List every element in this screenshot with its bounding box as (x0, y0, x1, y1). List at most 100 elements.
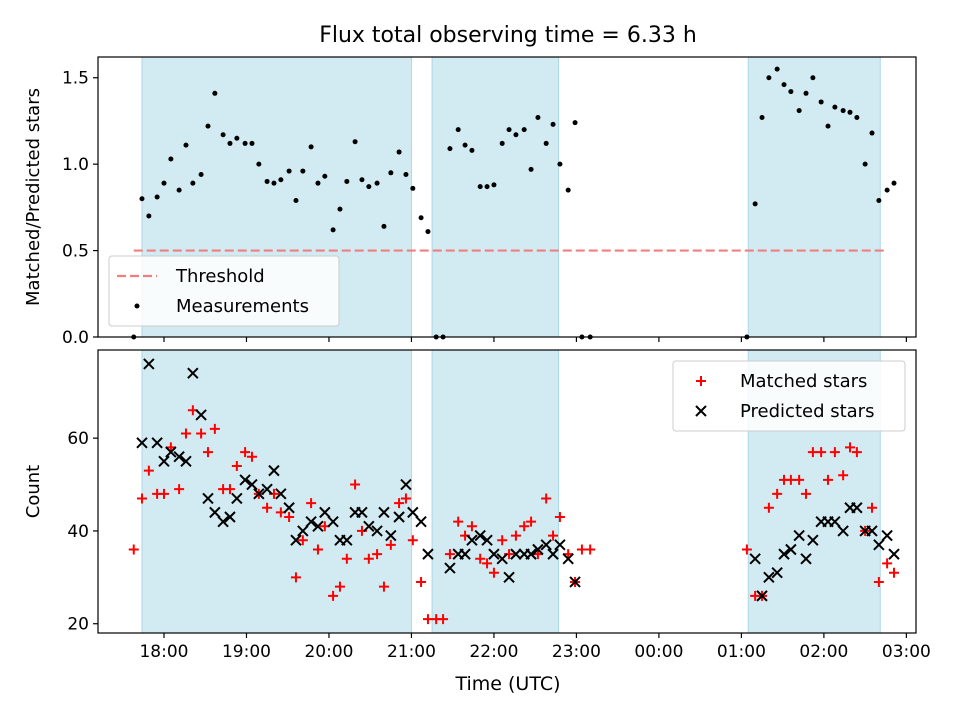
x-marker (371, 525, 383, 537)
plus-marker (519, 521, 530, 532)
plus-marker (341, 553, 352, 564)
legend-label: Measurements (176, 296, 309, 317)
plus-marker (838, 470, 849, 481)
x-marker (866, 525, 878, 537)
x-marker (444, 562, 456, 574)
data-point (396, 149, 402, 155)
plus-marker (328, 590, 339, 601)
data-point (550, 121, 556, 127)
legend-label: Predicted stars (740, 401, 874, 422)
data-point (190, 180, 196, 186)
bottom-y-tick-label: 60 (67, 429, 89, 449)
x-marker (290, 534, 302, 546)
data-point (506, 127, 512, 133)
data-point (234, 135, 240, 141)
data-point (491, 182, 497, 188)
data-point (418, 215, 424, 221)
x-marker (341, 534, 353, 546)
x-marker (312, 520, 324, 533)
data-point (847, 109, 853, 115)
x-marker (297, 525, 309, 537)
chart-title: Flux total observing time = 6.33 h (319, 23, 697, 48)
x-tick-label: 00:00 (634, 642, 683, 662)
data-point (344, 178, 350, 184)
plus-marker (334, 581, 345, 592)
x-marker (771, 566, 783, 579)
bottom-series-predicted-stars (136, 358, 900, 602)
plus-marker (306, 498, 317, 509)
x-marker (231, 492, 243, 505)
plus-marker (350, 479, 361, 490)
plus-marker (180, 428, 191, 439)
data-point (183, 142, 189, 148)
data-point (803, 90, 809, 96)
top-series-measurements (131, 66, 897, 340)
x-marker (283, 502, 295, 514)
plus-marker (231, 460, 242, 471)
x-tick-label: 18:00 (139, 642, 188, 662)
x-marker (261, 483, 273, 495)
x-marker (749, 553, 761, 565)
plus-marker (882, 558, 893, 569)
data-point (455, 127, 461, 133)
data-point (337, 206, 343, 212)
bottom-axes-frame (97, 349, 917, 634)
plus-marker (136, 493, 147, 504)
data-point (535, 114, 541, 120)
x-marker (195, 409, 207, 421)
data-point (884, 187, 890, 193)
x-marker (356, 506, 368, 519)
data-point (146, 213, 152, 219)
data-point (832, 104, 838, 110)
data-point (330, 227, 336, 233)
x-marker (327, 515, 339, 528)
data-point (366, 184, 372, 190)
plus-marker (312, 544, 323, 555)
top-observing-interval (747, 56, 881, 338)
data-point (869, 130, 875, 136)
data-point (477, 184, 483, 190)
x-marker (407, 506, 419, 519)
data-point (499, 140, 505, 146)
x-marker (400, 478, 412, 491)
data-point (198, 172, 204, 178)
data-point (565, 187, 571, 193)
plus-marker (438, 614, 449, 625)
x-marker (378, 506, 390, 519)
x-tick-label: 22:00 (469, 642, 518, 662)
x-marker (881, 529, 893, 542)
x-marker (180, 455, 192, 468)
data-point (513, 132, 519, 138)
x-marker (873, 539, 885, 551)
legend-marker (695, 405, 707, 417)
x-marker (415, 515, 427, 528)
x-marker (540, 539, 552, 551)
x-tick-label: 21:00 (387, 642, 436, 662)
plus-marker (763, 502, 774, 513)
plus-marker (407, 535, 418, 546)
data-point (242, 140, 248, 146)
plus-marker (240, 447, 251, 458)
x-marker (837, 525, 849, 537)
x-tick-label: 01:00 (717, 642, 766, 662)
top-panel: 0.0 0.5 1.0 1.5 Matched/Predicted stars Thres… (23, 56, 917, 348)
x-marker (466, 534, 478, 546)
data-point (308, 144, 314, 150)
data-point (752, 201, 758, 207)
legend-box (108, 255, 340, 327)
plus-marker (246, 451, 257, 462)
data-point (796, 108, 802, 114)
data-point (139, 196, 145, 202)
plus-marker (284, 512, 295, 523)
plus-marker (453, 516, 464, 527)
x-marker (481, 534, 493, 546)
data-point (447, 146, 453, 152)
top-axes-frame (97, 56, 917, 338)
x-marker (319, 506, 331, 519)
data-point (862, 161, 868, 167)
x-marker (246, 478, 258, 491)
plus-marker (801, 488, 812, 499)
data-point (359, 177, 365, 183)
x-marker (151, 437, 163, 449)
